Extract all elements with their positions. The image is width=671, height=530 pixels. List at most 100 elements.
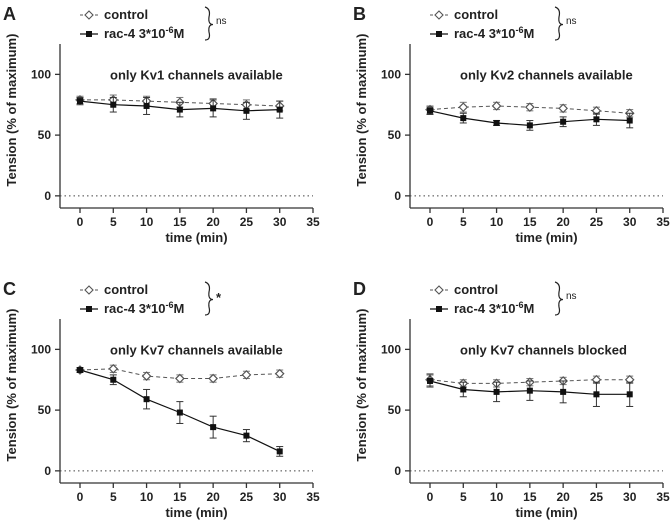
data-point-rac4	[460, 115, 467, 122]
legend-label-rac4: rac-4 3*10-6M	[104, 300, 184, 316]
x-tick-label: 0	[77, 215, 84, 229]
x-tick-label: 5	[460, 490, 467, 504]
y-axis-label: Tension (% of maximum)	[4, 34, 19, 187]
x-tick-label: 15	[173, 490, 187, 504]
x-tick-label: 20	[206, 215, 220, 229]
x-tick-label: 5	[460, 215, 467, 229]
panel-letter: B	[353, 4, 366, 24]
x-tick-label: 10	[140, 490, 154, 504]
significance-bracket	[554, 6, 564, 41]
legend-label-rac4-unit: M	[523, 26, 534, 41]
y-tick-label: 0	[44, 464, 51, 478]
y-axis-label: Tension (% of maximum)	[354, 34, 369, 187]
x-tick-label: 35	[656, 215, 670, 229]
legend: control rac-4 3*10-6M	[430, 282, 534, 316]
legend-label-rac4-exponent: -6	[515, 25, 523, 35]
data-point-rac4	[77, 367, 83, 374]
data-point-rac4	[110, 376, 117, 383]
x-tick-label: 30	[273, 215, 287, 229]
data-point-rac4	[593, 391, 600, 398]
significance-label: ns	[216, 16, 227, 27]
x-tick-label: 25	[590, 490, 604, 504]
legend-label-rac4-name: rac-4 3*10	[104, 26, 165, 41]
x-tick-label: 5	[110, 215, 117, 229]
legend-marker-control	[84, 285, 94, 295]
legend-label-rac4-unit: M	[173, 301, 184, 316]
x-tick-label: 0	[427, 215, 434, 229]
legend-label-rac4: rac-4 3*10-6M	[454, 25, 534, 41]
x-tick-label: 35	[306, 215, 320, 229]
data-point-control	[208, 373, 218, 384]
significance-label: *	[216, 290, 222, 305]
legend-label-control: control	[454, 282, 498, 297]
legend-marker-rac4	[436, 31, 442, 37]
x-tick-label: 25	[240, 490, 254, 504]
legend-label-rac4-exponent: -6	[165, 25, 173, 35]
data-point-rac4	[493, 119, 500, 126]
data-point-rac4	[176, 409, 183, 416]
data-point-control	[491, 101, 502, 111]
y-axis-label: Tension (% of maximum)	[4, 309, 19, 462]
panel-annotation: only Kv7 channels available	[110, 342, 283, 357]
panel-letter: D	[353, 279, 366, 299]
data-point-rac4	[276, 448, 283, 455]
chart-panel-c: C 0 50 100 0 5 10 15 20 25 30 35 time (min) Tension (…	[3, 279, 320, 520]
data-point-rac4	[427, 107, 433, 114]
legend-label-control: control	[104, 282, 148, 297]
data-point-rac4	[276, 106, 283, 113]
legend-label-rac4-exponent: -6	[515, 300, 523, 310]
data-point-rac4	[243, 107, 250, 114]
legend-label-rac4-exponent: -6	[165, 300, 173, 310]
data-point-rac4	[626, 117, 633, 124]
data-point-rac4	[626, 391, 633, 398]
x-tick-label: 10	[490, 215, 504, 229]
y-tick-label: 100	[31, 67, 51, 81]
significance-bracket	[554, 281, 564, 316]
y-tick-label: 50	[388, 403, 402, 417]
x-tick-label: 25	[240, 215, 254, 229]
data-point-rac4	[526, 122, 533, 129]
legend-label-rac4-unit: M	[173, 26, 184, 41]
x-axis-label: time (min)	[515, 505, 577, 520]
legend-marker-control	[434, 285, 444, 295]
data-point-control	[274, 368, 285, 379]
panel-annotation: only Kv2 channels available	[460, 67, 633, 82]
panel-annotation: only Kv7 channels blocked	[460, 342, 627, 357]
chart-panel-a: A 0 50 100 0 5 10 15 20 25 30 35 time (min) Tension (…	[3, 4, 320, 245]
x-tick-label: 30	[623, 490, 637, 504]
x-tick-label: 20	[206, 490, 220, 504]
data-point-rac4	[110, 101, 117, 108]
chart-panel-d: D 0 50 100 0 5 10 15 20 25 30 35 time (min) Tension (…	[353, 279, 670, 520]
legend-label-rac4: rac-4 3*10-6M	[454, 300, 534, 316]
y-tick-label: 50	[38, 403, 52, 417]
y-tick-label: 0	[394, 464, 401, 478]
y-tick-label: 0	[44, 189, 51, 203]
x-tick-label: 20	[556, 215, 570, 229]
significance-label: ns	[566, 16, 577, 27]
x-tick-label: 25	[590, 215, 604, 229]
x-axis-label: time (min)	[165, 505, 227, 520]
x-tick-label: 30	[623, 215, 637, 229]
data-point-rac4	[593, 116, 600, 123]
x-tick-label: 10	[140, 215, 154, 229]
data-point-control	[108, 363, 119, 374]
legend-marker-control	[434, 10, 444, 20]
legend-marker-rac4	[86, 31, 92, 37]
x-tick-label: 20	[556, 490, 570, 504]
panel-letter: C	[3, 279, 16, 299]
significance-label: ns	[566, 291, 577, 302]
legend-label-rac4-name: rac-4 3*10	[454, 26, 515, 41]
x-tick-label: 30	[273, 490, 287, 504]
chart-panel-b: B 0 50 100 0 5 10 15 20 25 30 35 time (min) Tension (…	[353, 4, 670, 245]
x-tick-label: 0	[77, 490, 84, 504]
data-point-rac4	[460, 386, 467, 393]
x-tick-label: 15	[523, 490, 537, 504]
data-point-control	[241, 370, 252, 380]
legend-marker-rac4	[86, 306, 92, 312]
legend: control rac-4 3*10-6M	[80, 282, 184, 316]
x-tick-label: 10	[490, 490, 504, 504]
y-tick-label: 50	[38, 128, 52, 142]
data-point-rac4	[560, 388, 567, 395]
data-point-rac4	[560, 118, 567, 125]
